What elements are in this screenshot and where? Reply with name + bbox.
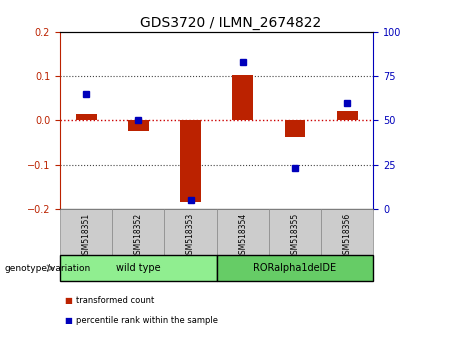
Text: GSM518355: GSM518355: [290, 212, 300, 259]
Text: ■: ■: [65, 296, 72, 306]
Bar: [337, 110, 358, 120]
Bar: [232, 75, 253, 120]
Text: GSM518354: GSM518354: [238, 212, 247, 259]
Text: GDS3720 / ILMN_2674822: GDS3720 / ILMN_2674822: [140, 16, 321, 30]
Text: ■: ■: [65, 316, 72, 325]
Bar: [60, 209, 112, 255]
Bar: [112, 209, 165, 255]
Bar: [180, 120, 201, 202]
Bar: [217, 209, 269, 255]
Bar: [269, 209, 321, 255]
Bar: [128, 120, 149, 131]
Text: GSM518356: GSM518356: [343, 212, 352, 259]
Text: genotype/variation: genotype/variation: [5, 264, 91, 273]
Text: GSM518351: GSM518351: [82, 212, 90, 259]
Text: wild type: wild type: [116, 263, 160, 273]
Text: percentile rank within the sample: percentile rank within the sample: [76, 316, 218, 325]
Bar: [165, 209, 217, 255]
Bar: [217, 255, 373, 281]
Text: GSM518352: GSM518352: [134, 212, 143, 259]
Text: RORalpha1delDE: RORalpha1delDE: [254, 263, 337, 273]
Bar: [321, 209, 373, 255]
Bar: [60, 255, 217, 281]
Bar: [284, 120, 306, 137]
Text: GSM518353: GSM518353: [186, 212, 195, 259]
Text: transformed count: transformed count: [76, 296, 154, 306]
Bar: [76, 114, 96, 120]
